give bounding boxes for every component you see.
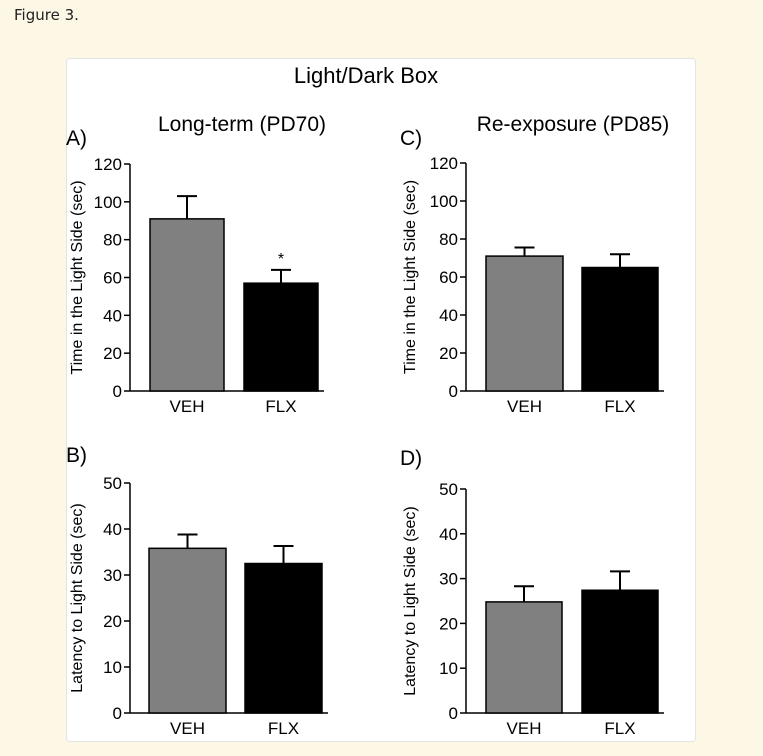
bar-b-veh	[148, 547, 227, 714]
y-tick-label-a: 40	[103, 306, 122, 325]
y-tick-label-c: 0	[449, 382, 458, 401]
x-tick-label-a-flx: FLX	[265, 397, 296, 416]
y-tick-label-c: 40	[439, 306, 458, 325]
bar-a-flx	[243, 282, 319, 392]
y-tick-label-c: 80	[439, 230, 458, 249]
x-tick-label-a-veh: VEH	[170, 397, 205, 416]
x-tick-label-b-flx: FLX	[268, 719, 299, 738]
significance-marker-a-flx: *	[278, 251, 284, 268]
panel-label-d: D)	[400, 447, 422, 470]
y-tick-label-a: 0	[113, 382, 122, 401]
y-tick-label-a: 20	[103, 344, 122, 363]
y-tick-label-a: 60	[103, 269, 122, 288]
bar-d-flx	[581, 589, 659, 714]
y-tick-label-b: 30	[103, 566, 122, 585]
figure-title: Light/Dark Box	[294, 63, 438, 88]
y-tick-label-c: 20	[439, 344, 458, 363]
column-title-long-term: Long-term (PD70)	[158, 113, 326, 136]
y-tick-label-d: 10	[439, 659, 458, 678]
y-tick-label-c: 100	[430, 192, 458, 211]
y-tick-label-a: 120	[94, 155, 122, 174]
bar-c-veh	[485, 255, 564, 392]
panel-label-b: B)	[66, 444, 87, 467]
y-tick-label-b: 0	[113, 704, 122, 723]
x-tick-label-b-veh: VEH	[170, 719, 205, 738]
y-tick-label-b: 50	[103, 474, 122, 493]
y-axis-title-c: Time in the Light Side (sec)	[402, 180, 419, 374]
y-tick-label-d: 0	[449, 704, 458, 723]
y-tick-label-b: 40	[103, 520, 122, 539]
panel-label-c: C)	[400, 127, 422, 150]
y-tick-label-d: 50	[439, 480, 458, 499]
y-tick-label-b: 10	[103, 658, 122, 677]
y-tick-label-d: 20	[439, 614, 458, 633]
x-tick-label-c-veh: VEH	[507, 397, 542, 416]
y-tick-label-d: 40	[439, 525, 458, 544]
y-axis-title-a: Time in the Light Side (sec)	[69, 180, 86, 374]
panel-label-a: A)	[66, 127, 87, 150]
y-tick-label-a: 100	[94, 193, 122, 212]
y-tick-label-c: 120	[430, 154, 458, 173]
y-tick-label-b: 20	[103, 612, 122, 631]
y-axis-title-b: Latency to Light Side (sec)	[69, 503, 86, 692]
column-title-re-exposure: Re-exposure (PD85)	[477, 113, 670, 136]
bar-b-flx	[244, 562, 323, 714]
x-tick-label-d-flx: FLX	[604, 719, 635, 738]
y-tick-label-d: 30	[439, 570, 458, 589]
bar-c-flx	[581, 266, 659, 392]
y-tick-label-c: 60	[439, 268, 458, 287]
bar-d-veh	[485, 601, 563, 714]
y-tick-label-a: 80	[103, 231, 122, 250]
y-axis-title-d: Latency to Light Side (sec)	[402, 506, 419, 695]
figure-caption: Figure 3.	[14, 6, 79, 24]
bar-a-veh	[149, 218, 225, 392]
x-tick-label-c-flx: FLX	[604, 397, 635, 416]
x-tick-label-d-veh: VEH	[507, 719, 542, 738]
